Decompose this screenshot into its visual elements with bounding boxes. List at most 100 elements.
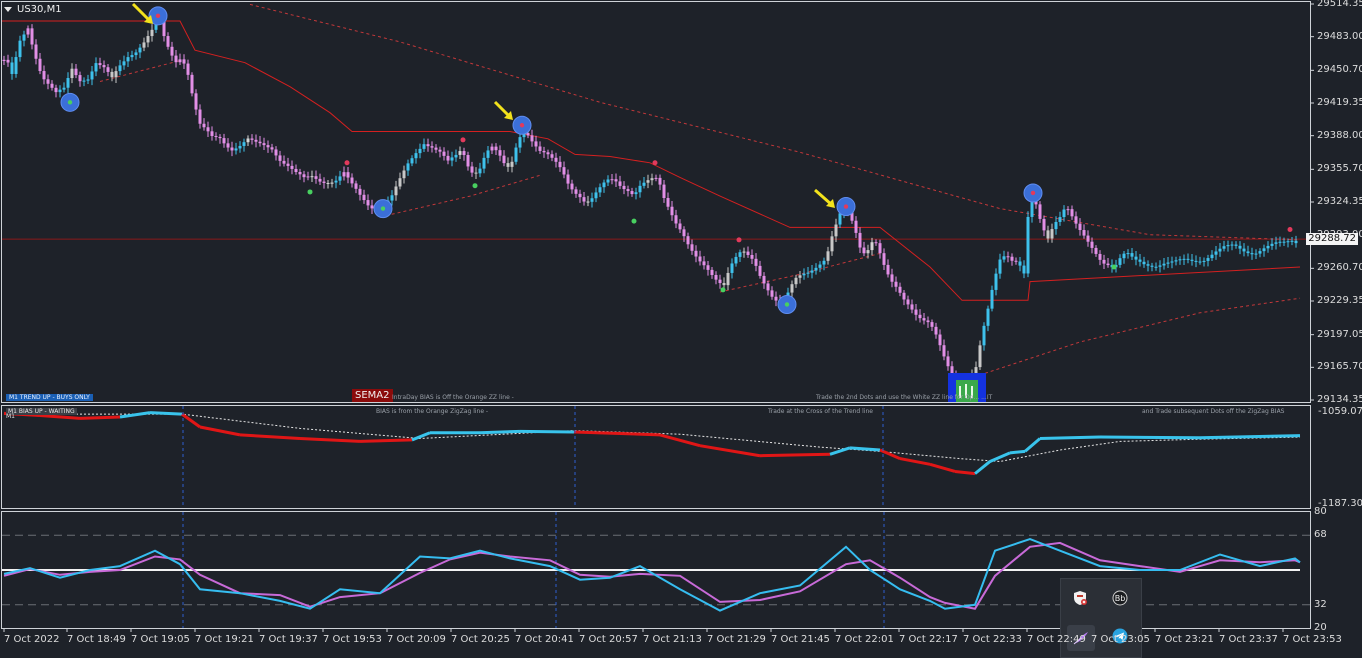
candle-body: [222, 138, 226, 144]
price-tick-label: 29388.00: [1317, 129, 1362, 141]
time-tick-label: 7 Oct 19:37: [259, 634, 318, 645]
candle-body: [394, 186, 398, 196]
candle-body: [646, 180, 650, 183]
candle-body: [122, 61, 126, 66]
candle-body: [794, 277, 798, 285]
candle-body: [542, 150, 546, 153]
candle-body: [858, 232, 862, 248]
candle-body: [686, 236, 690, 245]
candle-body: [302, 174, 306, 178]
candle-body: [570, 183, 574, 190]
candle-body: [1254, 253, 1258, 255]
candle-body: [986, 308, 990, 326]
candle-body: [1050, 229, 1054, 239]
candle-body: [1082, 230, 1086, 236]
bias-line-segment: [989, 451, 1011, 463]
time-tick-label: 7 Oct 22:17: [899, 634, 958, 645]
candle-body: [610, 179, 614, 181]
symbol-label[interactable]: US30,M1: [4, 4, 62, 15]
brand-icon[interactable]: Bb: [1109, 587, 1131, 609]
time-tick-label: 7 Oct 19:53: [323, 634, 382, 645]
telegram-icon[interactable]: [1109, 625, 1131, 647]
candle-body: [1250, 253, 1254, 255]
bias-line-segment: [849, 446, 881, 452]
candle-body: [654, 177, 658, 179]
candle-body: [1074, 216, 1078, 224]
candle-body: [1018, 261, 1022, 266]
candle-body: [194, 93, 198, 110]
candle-body: [990, 289, 994, 309]
candle-body: [434, 147, 438, 150]
candle-body: [562, 167, 566, 175]
candle-body: [818, 264, 822, 268]
candle-body: [718, 279, 722, 284]
candle-body: [334, 180, 338, 183]
oscillator-tick-label: 20: [1314, 622, 1327, 633]
candle-body: [266, 145, 270, 148]
candle-body: [1190, 259, 1194, 261]
feather-icon[interactable]: [1067, 625, 1095, 651]
candle-body: [670, 206, 674, 216]
sema2-badge[interactable]: SEMA2: [352, 389, 393, 402]
candle-body: [1002, 256, 1006, 260]
candle-body: [34, 44, 38, 59]
candle-body: [1230, 244, 1234, 246]
support-line: [379, 174, 541, 218]
candle-body: [258, 141, 262, 144]
candle-body: [1166, 262, 1170, 264]
yellow-arrow-head-icon: [504, 111, 513, 120]
candle-body: [110, 71, 114, 78]
bias-line-segment: [79, 415, 121, 420]
time-tick-label: 7 Oct 20:09: [387, 634, 446, 645]
bias-line-segment: [1039, 435, 1101, 440]
candle-body: [218, 136, 222, 139]
bias-line-segment: [199, 425, 241, 437]
candle-body: [398, 178, 402, 187]
candle-body: [766, 283, 770, 291]
candle-body: [70, 68, 74, 79]
candle-body: [578, 193, 582, 198]
oscillator-line: [3, 538, 1301, 612]
candle-body: [1138, 259, 1142, 262]
candle-body: [142, 42, 146, 48]
candle-body: [750, 254, 754, 259]
candle-body: [126, 57, 130, 62]
candle-body: [510, 161, 514, 167]
candle-body: [918, 314, 922, 319]
candle-body: [474, 172, 478, 174]
candle-body: [714, 275, 718, 280]
candle-body: [414, 153, 418, 159]
shield-icon[interactable]: [1069, 587, 1091, 609]
candle-body: [734, 256, 738, 264]
candle-body: [830, 236, 834, 252]
candle-body: [1194, 260, 1198, 262]
candle-body: [330, 182, 334, 184]
trend-badge: M1 TREND UP - BUYS ONLY: [6, 394, 93, 401]
candle-body: [514, 147, 518, 162]
candle-body: [590, 198, 594, 202]
support-line: [99, 60, 181, 82]
candle-body: [1266, 245, 1270, 249]
candle-body: [242, 142, 246, 146]
indicator-pane-1[interactable]: [1, 405, 1311, 509]
candle-body: [66, 78, 70, 88]
dropdown-triangle-icon[interactable]: [4, 6, 12, 12]
price-tick-label: 29229.35: [1317, 295, 1362, 306]
candle-body: [806, 272, 810, 274]
candle-body: [50, 83, 54, 88]
price-tick-label: 29197.05: [1317, 328, 1362, 340]
yellow-arrow-icon: [814, 188, 833, 207]
candle-body: [498, 150, 502, 156]
indicator-pane-2[interactable]: [1, 511, 1311, 629]
candle-body: [502, 155, 506, 164]
candle-body: [62, 87, 66, 90]
candle-body: [682, 229, 686, 237]
candle-body: [1206, 258, 1210, 261]
candle-body: [658, 177, 662, 185]
candle-body: [666, 198, 670, 207]
candle-body: [862, 247, 866, 254]
candle-body: [910, 304, 914, 310]
candle-body: [234, 148, 238, 151]
candle-body: [254, 139, 258, 142]
